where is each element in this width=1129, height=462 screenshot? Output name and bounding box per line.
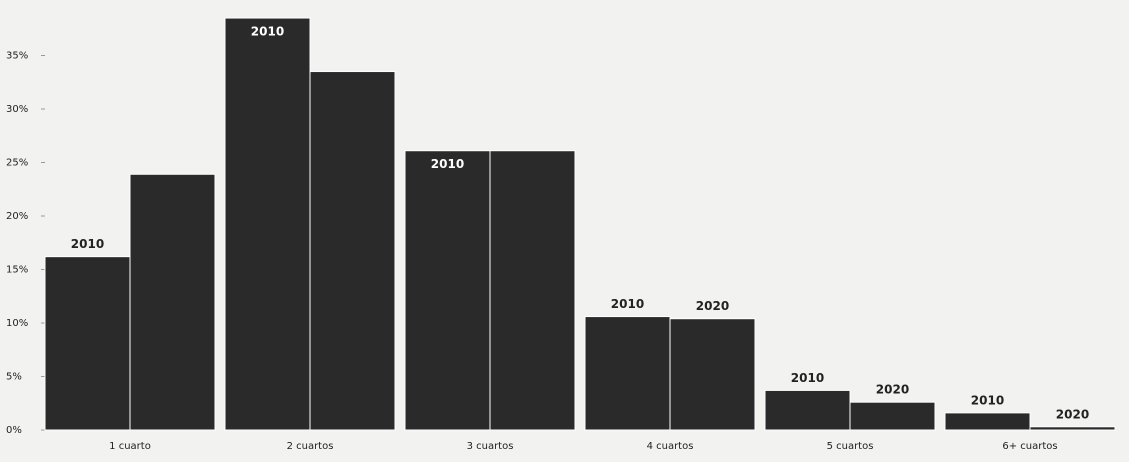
bar [489,150,576,431]
x-tick-label: 4 cuartos [647,441,694,452]
y-tick-label: 35% [6,51,28,62]
bar [129,173,216,431]
bar [764,389,851,431]
bar [669,318,756,431]
bar-label: 2020 [876,383,909,397]
bar-label: 2020 [696,299,729,313]
y-tick-label: 30% [6,104,28,115]
bar [584,316,671,431]
bar-label: 2010 [791,371,824,385]
y-tick-label: 15% [6,265,28,276]
x-tick-label: 3 cuartos [467,441,514,452]
y-tick-label: 25% [6,158,28,169]
bar [1029,426,1116,431]
bar [224,17,311,431]
bar-label: 2010 [251,25,284,39]
x-tick-label: 2 cuartos [287,441,334,452]
y-tick-label: 10% [6,318,28,329]
y-tick-label: 5% [6,372,22,383]
bar [404,150,491,431]
y-tick-label: 20% [6,211,28,222]
x-tick-label: 5 cuartos [827,441,874,452]
bar-label: 2010 [71,237,104,251]
bar [944,412,1031,431]
bar-label: 2020 [1056,407,1089,421]
x-tick-label: 6+ cuartos [1002,441,1057,452]
bar-label: 2010 [971,393,1004,407]
bar [849,401,936,431]
x-tick-label: 1 cuarto [109,441,151,452]
bar [309,71,396,431]
bar-label: 2010 [611,297,644,311]
bar-label: 2010 [431,157,464,171]
bar [44,256,131,431]
y-tick-label: 0% [6,425,22,436]
